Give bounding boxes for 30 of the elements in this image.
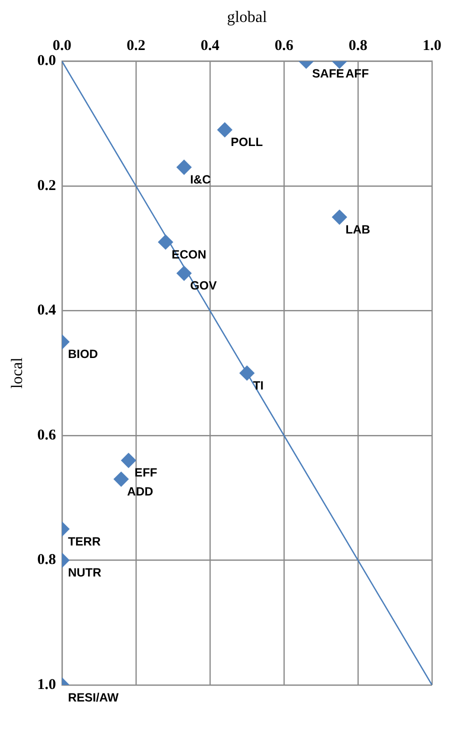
- annotation: TERR: [68, 534, 101, 548]
- x-tick-label: 1.0: [422, 38, 442, 54]
- x-tick-label: 0.6: [274, 38, 294, 54]
- annotation: AFF: [345, 66, 369, 81]
- x-tick-label: 0.8: [348, 38, 368, 54]
- y-tick-label: 0.8: [37, 552, 56, 568]
- y-tick-label: 0.4: [37, 302, 56, 319]
- y-tick-label: 0.2: [37, 178, 56, 194]
- x-axis-title: global: [226, 8, 268, 26]
- point: [239, 366, 254, 381]
- x-tick-label: 0.4: [200, 38, 220, 54]
- x-tick-label: 0.0: [52, 38, 72, 54]
- y-tick-label: 0.0: [37, 53, 56, 70]
- annotation: NUTR: [68, 566, 102, 580]
- annotation: I&C: [190, 172, 212, 187]
- y-axis-title: local: [8, 357, 26, 389]
- annotation: RESI/AW: [68, 690, 120, 704]
- point: [176, 160, 192, 175]
- y-tick-label: 0.6: [37, 427, 56, 444]
- annotation: ADD: [127, 484, 154, 498]
- annotation: POLL: [230, 135, 263, 150]
- annotation: LAB: [345, 222, 370, 236]
- point: [158, 234, 174, 250]
- point: [217, 122, 232, 138]
- annotation: BIOD: [68, 347, 98, 362]
- y-tick-label: 1.0: [37, 676, 56, 693]
- x-tick-label: 0.2: [126, 38, 146, 54]
- annotation: EFF: [134, 466, 158, 480]
- point: [176, 266, 192, 281]
- annotation: SAFE: [312, 66, 344, 81]
